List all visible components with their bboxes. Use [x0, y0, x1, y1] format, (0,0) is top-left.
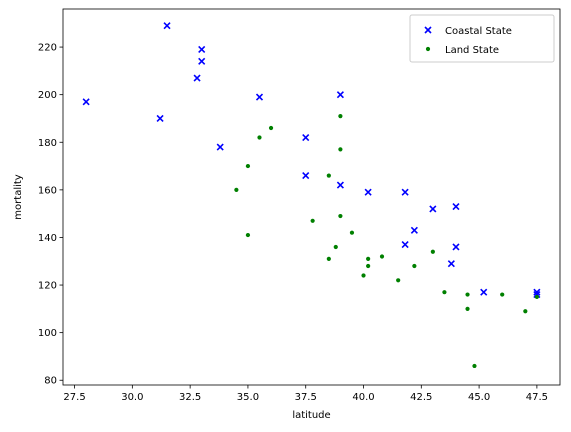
- coastal-state-point: [198, 57, 206, 65]
- coastal-state-point: [302, 133, 310, 142]
- land-state-point: [338, 147, 343, 152]
- land-state-point: [442, 290, 447, 295]
- land-state-point: [412, 263, 417, 269]
- coastal-state-point: [193, 74, 201, 82]
- y-tick-label: 160: [38, 185, 57, 196]
- legend-label-land-state: Land State: [445, 45, 499, 56]
- legend-marker-land-state: [425, 46, 431, 52]
- coastal-state-point: [410, 226, 418, 234]
- land-state-point: [245, 163, 251, 169]
- coastal-state-point: [480, 288, 488, 296]
- y-axis-ticks: 80 100 120 140 160 180 200 220: [38, 43, 63, 387]
- coastal-state-point: [82, 98, 90, 106]
- y-tick-label: 180: [38, 138, 57, 149]
- land-state-point: [257, 135, 262, 140]
- coastal-state-point: [216, 143, 224, 151]
- land-state-point: [361, 273, 366, 278]
- land-state-point: [245, 232, 251, 238]
- y-tick-label: 80: [44, 376, 57, 387]
- land-state-point: [333, 244, 338, 250]
- coastal-state-point: [452, 202, 460, 211]
- y-axis-label: mortality: [13, 174, 24, 219]
- y-tick-label: 100: [38, 328, 57, 339]
- land-state-point: [366, 256, 371, 261]
- coastal-state-point: [533, 288, 541, 296]
- land-state-point: [534, 294, 539, 300]
- land-state-point: [396, 278, 401, 283]
- x-tick-label: 37.5: [295, 392, 317, 403]
- land-state-point: [366, 263, 371, 269]
- x-tick-label: 42.5: [410, 392, 432, 403]
- coastal-state-point: [401, 241, 409, 249]
- land-state-point: [268, 125, 274, 131]
- x-axis-label: latitude: [292, 410, 330, 421]
- x-tick-label: 30.0: [121, 392, 143, 403]
- x-tick-label: 32.5: [179, 392, 201, 403]
- y-tick-label: 220: [38, 43, 57, 54]
- land-state-point: [326, 173, 331, 178]
- land-state-point: [326, 256, 331, 261]
- coastal-state-point: [336, 91, 344, 99]
- x-tick-label: 45.0: [468, 392, 490, 403]
- coastal-state-point: [336, 181, 344, 189]
- x-tick-label: 47.5: [526, 392, 548, 403]
- land-state-point: [465, 306, 470, 311]
- legend: Coastal State Land State: [409, 14, 555, 63]
- coastal-state-point: [302, 172, 310, 180]
- coastal-state-point: [163, 22, 171, 30]
- coastal-state-point: [429, 205, 437, 213]
- land-state-point: [349, 230, 355, 235]
- coastal-state-point: [198, 45, 206, 54]
- legend-marker-coastal-state: [424, 26, 432, 34]
- x-axis-ticks: 27.5 30.0 32.5 35.0 37.5 40.0 42.5 45.0 47.5: [63, 385, 548, 403]
- land-state-point: [338, 113, 343, 119]
- coastal-state-point: [364, 188, 372, 196]
- data-marks: [82, 22, 541, 369]
- land-state-point: [338, 213, 343, 219]
- coastal-state-point: [255, 93, 264, 101]
- coastal-state-point: [452, 243, 460, 251]
- land-state-point: [500, 292, 505, 297]
- land-state-point: [379, 254, 385, 259]
- y-tick-label: 200: [38, 90, 57, 101]
- legend-box: [409, 14, 555, 63]
- x-tick-label: 35.0: [237, 392, 259, 403]
- y-tick-label: 120: [38, 281, 57, 292]
- land-state-point: [310, 218, 315, 223]
- x-tick-label: 27.5: [63, 392, 85, 403]
- plot-frame: [62, 8, 561, 386]
- coastal-state-point: [401, 188, 409, 196]
- land-state-point: [523, 309, 528, 314]
- land-state-point: [430, 249, 435, 254]
- land-state-point: [472, 363, 477, 369]
- x-tick-label: 40.0: [352, 392, 374, 403]
- coastal-state-point: [156, 114, 164, 123]
- land-state-point: [465, 292, 470, 297]
- land-state-point: [234, 187, 239, 192]
- coastal-state-point: [447, 260, 455, 268]
- legend-label-coastal-state: Coastal State: [445, 26, 512, 37]
- y-tick-label: 140: [38, 233, 57, 244]
